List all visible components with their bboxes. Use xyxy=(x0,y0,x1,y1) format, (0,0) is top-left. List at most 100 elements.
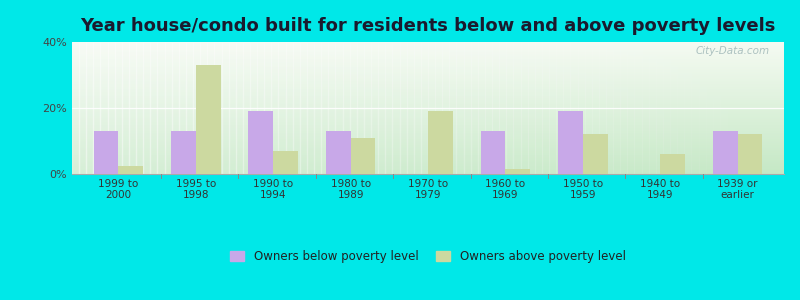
Bar xyxy=(72,49,784,50)
Bar xyxy=(72,101,784,102)
Bar xyxy=(129,42,136,174)
Bar xyxy=(72,146,784,147)
Bar xyxy=(72,140,784,141)
Bar xyxy=(72,79,784,80)
Bar xyxy=(72,64,784,65)
Bar xyxy=(72,75,784,76)
Bar xyxy=(171,131,196,174)
Bar xyxy=(72,150,784,151)
Bar xyxy=(72,147,784,148)
Bar xyxy=(150,42,158,174)
Bar xyxy=(72,137,784,138)
Legend: Owners below poverty level, Owners above poverty level: Owners below poverty level, Owners above… xyxy=(230,250,626,263)
Bar xyxy=(72,62,784,63)
Bar xyxy=(72,45,784,46)
Bar xyxy=(86,42,94,174)
Bar xyxy=(660,154,685,174)
Bar xyxy=(457,42,464,174)
Bar xyxy=(72,124,784,125)
Bar xyxy=(350,138,375,174)
Bar xyxy=(101,42,107,174)
Bar xyxy=(72,170,784,171)
Bar xyxy=(72,116,784,117)
Bar xyxy=(72,155,784,156)
Bar xyxy=(72,87,784,88)
Bar xyxy=(72,125,784,126)
Bar xyxy=(506,169,530,174)
Bar xyxy=(72,57,784,58)
Bar xyxy=(72,70,784,71)
Bar xyxy=(691,42,698,174)
Bar xyxy=(72,129,784,130)
Bar xyxy=(72,139,784,140)
Bar xyxy=(314,42,322,174)
Bar xyxy=(207,42,214,174)
Bar xyxy=(442,42,450,174)
Bar xyxy=(165,42,172,174)
Bar xyxy=(72,105,784,106)
Bar xyxy=(421,42,428,174)
Bar xyxy=(293,42,300,174)
Bar xyxy=(72,51,784,52)
Bar xyxy=(72,83,784,84)
Bar xyxy=(698,42,706,174)
Bar xyxy=(193,42,200,174)
Bar xyxy=(72,141,784,142)
Bar xyxy=(72,113,784,114)
Bar xyxy=(72,148,784,149)
Bar xyxy=(72,93,784,94)
Bar xyxy=(72,108,784,109)
Bar xyxy=(492,42,499,174)
Bar xyxy=(470,42,478,174)
Bar xyxy=(72,102,784,103)
Bar xyxy=(72,88,784,89)
Bar xyxy=(72,53,784,54)
Bar xyxy=(393,42,399,174)
Bar xyxy=(435,42,442,174)
Bar xyxy=(72,167,784,168)
Bar xyxy=(634,42,642,174)
Bar xyxy=(72,106,784,107)
Bar xyxy=(72,104,784,105)
Bar xyxy=(72,126,784,127)
Bar xyxy=(762,42,770,174)
Bar xyxy=(713,131,738,174)
Bar xyxy=(749,42,755,174)
Bar xyxy=(755,42,762,174)
Bar xyxy=(770,42,777,174)
Bar xyxy=(79,42,86,174)
Bar xyxy=(72,94,784,95)
Bar xyxy=(72,92,784,93)
Bar xyxy=(72,48,784,49)
Bar xyxy=(72,107,784,108)
Bar xyxy=(72,74,784,75)
Bar xyxy=(706,42,713,174)
Bar xyxy=(742,42,749,174)
Bar xyxy=(72,69,784,70)
Bar xyxy=(72,112,784,113)
Bar xyxy=(72,138,784,139)
Bar xyxy=(464,42,470,174)
Bar xyxy=(72,114,784,115)
Bar xyxy=(677,42,684,174)
Bar xyxy=(72,43,784,44)
Bar xyxy=(478,42,485,174)
Bar xyxy=(72,46,784,47)
Bar xyxy=(72,120,784,121)
Bar xyxy=(72,171,784,172)
Bar xyxy=(72,169,784,170)
Bar xyxy=(342,42,350,174)
Bar xyxy=(72,100,784,101)
Bar xyxy=(72,65,784,66)
Bar xyxy=(94,42,101,174)
Bar xyxy=(72,84,784,85)
Bar xyxy=(300,42,307,174)
Bar xyxy=(72,59,784,60)
Bar xyxy=(72,76,784,77)
Bar xyxy=(236,42,243,174)
Bar xyxy=(107,42,114,174)
Bar xyxy=(656,42,663,174)
Bar xyxy=(72,82,784,83)
Bar xyxy=(72,99,784,100)
Bar xyxy=(243,42,250,174)
